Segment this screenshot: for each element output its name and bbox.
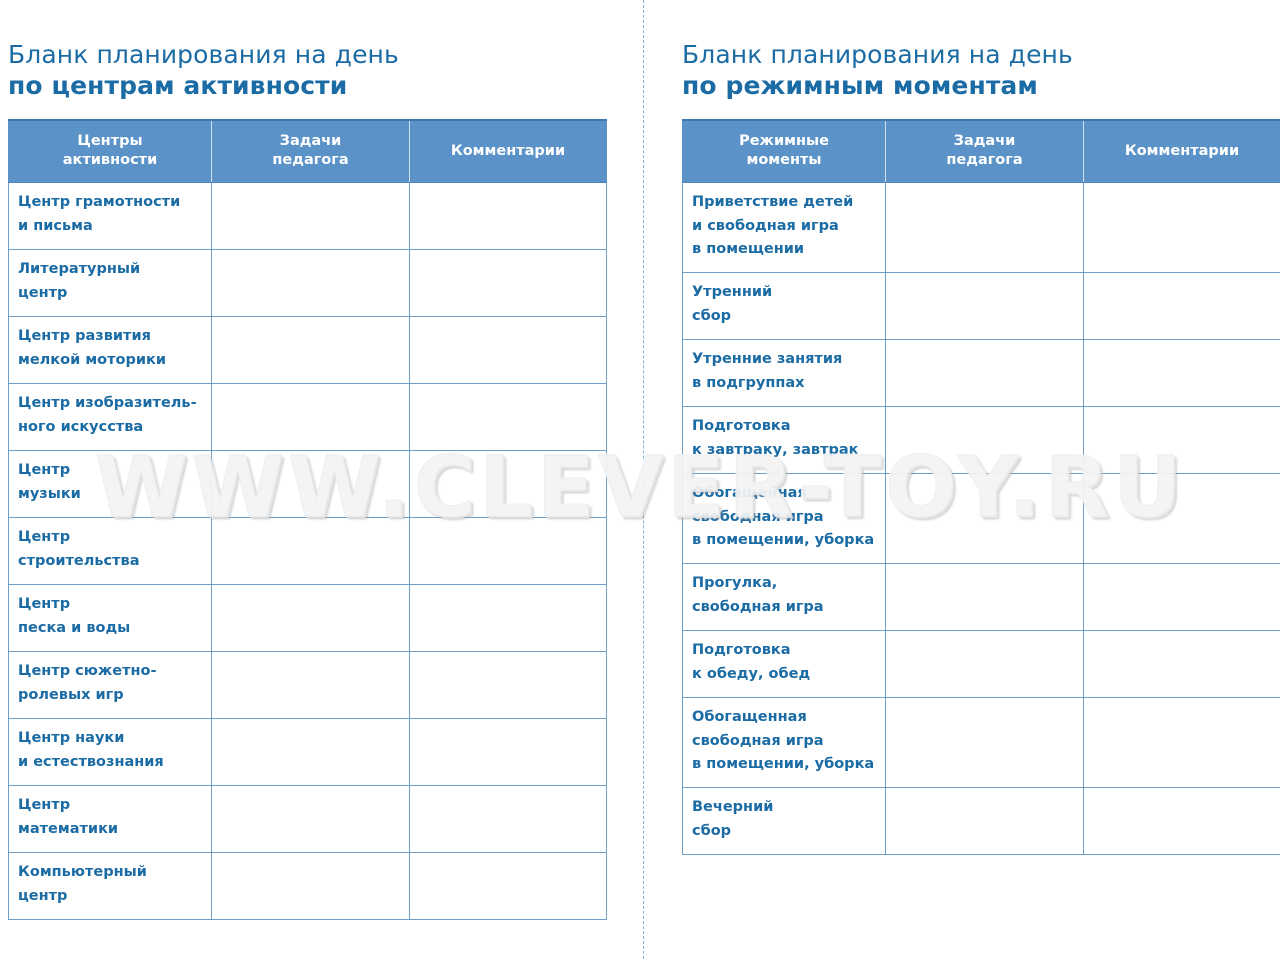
teacher-tasks-cell[interactable] bbox=[885, 787, 1084, 855]
teacher-tasks-cell[interactable] bbox=[885, 182, 1084, 273]
table-row: Центр музыки bbox=[8, 450, 607, 518]
comments-cell[interactable] bbox=[1083, 182, 1280, 273]
row-label-cell: Центр изобразитель- ного искусства bbox=[8, 383, 212, 451]
column-header-teacher-tasks: Задачи педагога bbox=[885, 119, 1084, 183]
comments-cell[interactable] bbox=[1083, 563, 1280, 631]
right-title-line-1: Бланк планирования на день bbox=[682, 40, 1073, 69]
teacher-tasks-cell[interactable] bbox=[211, 584, 410, 652]
teacher-tasks-cell[interactable] bbox=[885, 339, 1084, 407]
column-header-teacher-tasks: Задачи педагога bbox=[211, 119, 410, 183]
table-row: Вечерний сбор bbox=[682, 787, 1280, 855]
column-header-activity-centers: Центры активности bbox=[8, 119, 212, 183]
table-row: Центр математики bbox=[8, 785, 607, 853]
row-label-cell: Обогащенная свободная игра в помещении, … bbox=[682, 697, 886, 788]
row-label-cell: Компьютерный центр bbox=[8, 852, 212, 920]
row-label-cell: Вечерний сбор bbox=[682, 787, 886, 855]
comments-cell[interactable] bbox=[1083, 787, 1280, 855]
teacher-tasks-cell[interactable] bbox=[211, 718, 410, 786]
teacher-tasks-cell[interactable] bbox=[885, 630, 1084, 698]
left-panel-title: Бланк планирования на день по центрам ак… bbox=[8, 0, 606, 101]
table-row: Утренние занятия в подгруппах bbox=[682, 339, 1280, 407]
table-row: Утренний сбор bbox=[682, 272, 1280, 340]
teacher-tasks-cell[interactable] bbox=[885, 473, 1084, 564]
teacher-tasks-cell[interactable] bbox=[211, 651, 410, 719]
table-row: Литературный центр bbox=[8, 249, 607, 317]
row-label-cell: Центр сюжетно- ролевых игр bbox=[8, 651, 212, 719]
row-label-cell: Подготовка к завтраку, завтрак bbox=[682, 406, 886, 474]
comments-cell[interactable] bbox=[409, 651, 607, 719]
table-row: Обогащенная свободная игра в помещении, … bbox=[682, 697, 1280, 788]
right-title-line-2: по режимным моментам bbox=[682, 71, 1038, 100]
comments-cell[interactable] bbox=[409, 852, 607, 920]
table-row: Центр грамотности и письма bbox=[8, 182, 607, 250]
row-label-cell: Центр науки и естествознания bbox=[8, 718, 212, 786]
comments-cell[interactable] bbox=[1083, 406, 1280, 474]
table-row: Центр изобразитель- ного искусства bbox=[8, 383, 607, 451]
teacher-tasks-cell[interactable] bbox=[211, 316, 410, 384]
row-label-cell: Центр песка и воды bbox=[8, 584, 212, 652]
teacher-tasks-cell[interactable] bbox=[211, 450, 410, 518]
row-label-cell: Центр математики bbox=[8, 785, 212, 853]
table-row: Подготовка к обеду, обед bbox=[682, 630, 1280, 698]
teacher-tasks-cell[interactable] bbox=[211, 249, 410, 317]
table-row: Приветствие детей и свободная игра в пом… bbox=[682, 182, 1280, 273]
teacher-tasks-cell[interactable] bbox=[211, 852, 410, 920]
row-label-cell: Утренний сбор bbox=[682, 272, 886, 340]
comments-cell[interactable] bbox=[1083, 630, 1280, 698]
teacher-tasks-cell[interactable] bbox=[885, 563, 1084, 631]
comments-cell[interactable] bbox=[409, 450, 607, 518]
comments-cell[interactable] bbox=[1083, 339, 1280, 407]
table-row: Центр науки и естествознания bbox=[8, 718, 607, 786]
comments-cell[interactable] bbox=[409, 785, 607, 853]
teacher-tasks-cell[interactable] bbox=[885, 272, 1084, 340]
comments-cell[interactable] bbox=[409, 182, 607, 250]
row-label-cell: Литературный центр bbox=[8, 249, 212, 317]
panel-daily-routines: Бланк планирования на день по режимным м… bbox=[682, 0, 1280, 855]
comments-cell[interactable] bbox=[409, 316, 607, 384]
row-label-cell: Прогулка, свободная игра bbox=[682, 563, 886, 631]
panel-activity-centers: Бланк планирования на день по центрам ак… bbox=[8, 0, 607, 920]
column-header-routine-moments: Режимные моменты bbox=[682, 119, 886, 183]
teacher-tasks-cell[interactable] bbox=[885, 697, 1084, 788]
table-row: Центр строительства bbox=[8, 517, 607, 585]
activity-centers-table: Центры активности Задачи педагога Коммен… bbox=[8, 119, 607, 920]
comments-cell[interactable] bbox=[409, 517, 607, 585]
table-row: Центр песка и воды bbox=[8, 584, 607, 652]
right-panel-title: Бланк планирования на день по режимным м… bbox=[682, 0, 1279, 101]
row-label-cell: Приветствие детей и свободная игра в пом… bbox=[682, 182, 886, 273]
comments-cell[interactable] bbox=[1083, 272, 1280, 340]
table-row: Компьютерный центр bbox=[8, 852, 607, 920]
table-row: Прогулка, свободная игра bbox=[682, 563, 1280, 631]
row-label-cell: Центр музыки bbox=[8, 450, 212, 518]
page-fold-divider bbox=[643, 0, 644, 959]
comments-cell[interactable] bbox=[409, 249, 607, 317]
table-row: Подготовка к завтраку, завтрак bbox=[682, 406, 1280, 474]
table-row: Центр сюжетно- ролевых игр bbox=[8, 651, 607, 719]
teacher-tasks-cell[interactable] bbox=[885, 406, 1084, 474]
table-row: Обогащенная свободная игра в помещении, … bbox=[682, 473, 1280, 564]
row-label-cell: Обогащенная свободная игра в помещении, … bbox=[682, 473, 886, 564]
comments-cell[interactable] bbox=[409, 718, 607, 786]
comments-cell[interactable] bbox=[409, 584, 607, 652]
teacher-tasks-cell[interactable] bbox=[211, 383, 410, 451]
left-title-line-1: Бланк планирования на день bbox=[8, 40, 399, 69]
comments-cell[interactable] bbox=[1083, 697, 1280, 788]
column-header-comments: Комментарии bbox=[409, 119, 607, 183]
column-header-comments: Комментарии bbox=[1083, 119, 1280, 183]
row-label-cell: Центр развития мелкой моторики bbox=[8, 316, 212, 384]
comments-cell[interactable] bbox=[409, 383, 607, 451]
left-title-line-2: по центрам активности bbox=[8, 71, 348, 100]
row-label-cell: Утренние занятия в подгруппах bbox=[682, 339, 886, 407]
teacher-tasks-cell[interactable] bbox=[211, 785, 410, 853]
daily-routines-table: Режимные моменты Задачи педагога Коммент… bbox=[682, 119, 1280, 855]
table-header-row: Центры активности Задачи педагога Коммен… bbox=[8, 119, 607, 183]
table-row: Центр развития мелкой моторики bbox=[8, 316, 607, 384]
row-label-cell: Подготовка к обеду, обед bbox=[682, 630, 886, 698]
teacher-tasks-cell[interactable] bbox=[211, 182, 410, 250]
comments-cell[interactable] bbox=[1083, 473, 1280, 564]
teacher-tasks-cell[interactable] bbox=[211, 517, 410, 585]
table-header-row: Режимные моменты Задачи педагога Коммент… bbox=[682, 119, 1280, 183]
row-label-cell: Центр строительства bbox=[8, 517, 212, 585]
row-label-cell: Центр грамотности и письма bbox=[8, 182, 212, 250]
